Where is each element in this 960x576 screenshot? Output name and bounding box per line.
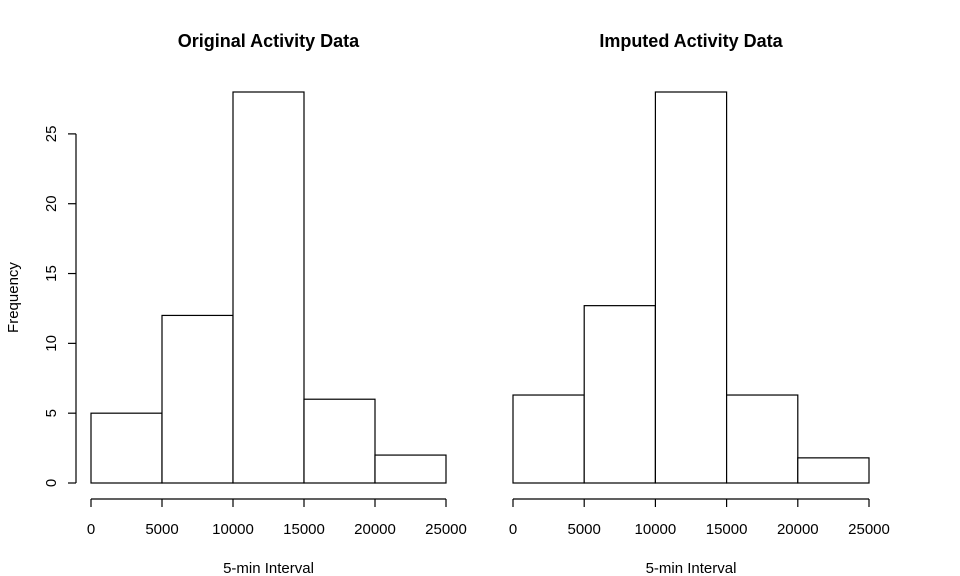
x-axis-label: 5-min Interval [646,560,737,576]
x-tick-label: 10000 [635,521,677,538]
histogram-bar [512,394,585,484]
x-tick-label: 15000 [283,521,325,538]
x-tick-label: 5000 [145,521,178,538]
x-tick-label: 20000 [354,521,396,538]
y-tick-label: 20 [43,195,60,212]
x-axis-label: 5-min Interval [223,560,314,576]
y-tick-label: 10 [43,335,60,352]
y-axis-label: Frequency [5,262,22,333]
histogram-bar [725,394,799,484]
x-tick-label: 25000 [848,521,890,538]
y-tick-label: 15 [43,265,60,282]
histogram-bar [797,457,870,484]
x-tick-label: 20000 [777,521,819,538]
x-tick-label: 0 [509,521,517,538]
x-tick-label: 0 [87,521,95,538]
x-tick-label: 10000 [212,521,254,538]
panel-imputed: Imputed Activity Data 0 5000 10000 15000 2000… [509,31,890,576]
histogram-bar [303,398,376,484]
y-tick-label: 0 [43,479,60,487]
x-tick-label: 25000 [425,521,467,538]
histogram-bar [583,305,657,484]
y-tick-label: 25 [43,126,60,143]
chart-title: Original Activity Data [178,31,360,51]
x-tick-label: 5000 [568,521,601,538]
histogram-bar [232,91,305,484]
histogram-bar [654,91,728,484]
histogram-bar [161,314,234,484]
histogram-bar [374,454,447,484]
chart-title: Imputed Activity Data [599,31,783,51]
y-tick-label: 5 [43,409,60,417]
x-tick-label: 15000 [706,521,748,538]
histogram-bar [90,412,163,484]
